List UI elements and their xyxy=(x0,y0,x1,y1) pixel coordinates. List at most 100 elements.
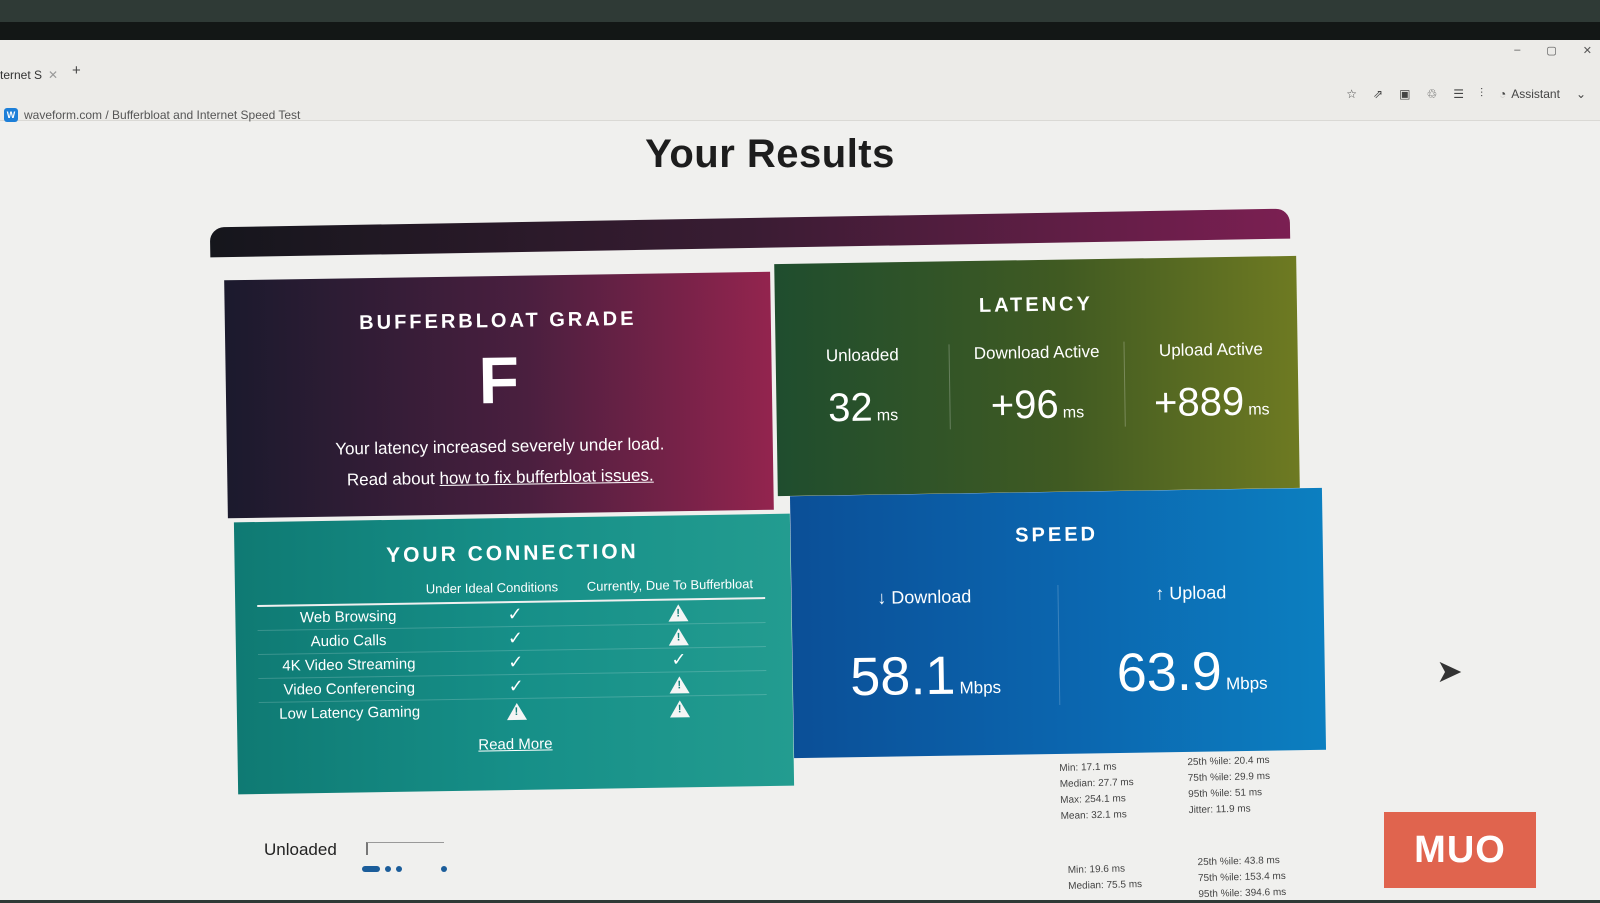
your-connection-panel: YOUR CONNECTION Under Ideal Conditions C… xyxy=(233,513,795,795)
close-window-button[interactable]: ✕ xyxy=(1582,45,1592,57)
puzzle-icon[interactable]: ♲ xyxy=(1426,86,1438,101)
extension-icon[interactable]: ▣ xyxy=(1399,86,1411,101)
stat-line: 95th %ile: 51 ms xyxy=(1188,787,1263,801)
star-icon[interactable]: ☆ xyxy=(1346,86,1358,101)
check-icon: ✓ xyxy=(671,649,687,670)
tab-label: ternet S xyxy=(0,68,43,82)
warning-icon xyxy=(440,699,593,722)
audio-icon[interactable]: ⫶ xyxy=(1479,86,1483,100)
dot[interactable] xyxy=(396,866,402,872)
menu-icon[interactable]: ☰ xyxy=(1453,86,1464,101)
check-icon: ✓ xyxy=(507,603,523,625)
download-number: 58.1 xyxy=(849,645,956,708)
column-ideal: Under Ideal Conditions xyxy=(425,579,559,597)
results-header-bar xyxy=(209,208,1291,258)
latency-columns: Unloaded 32 ms Download Active +96 ms Uplo… xyxy=(776,338,1299,432)
mouse-cursor-icon: ➤ xyxy=(1436,653,1463,689)
grade-title: BUFFERBLOAT GRADE xyxy=(359,307,637,335)
activity-label: Video Conferencing xyxy=(283,679,416,699)
download-unit: Mbps xyxy=(959,677,1002,698)
breadcrumb[interactable]: W waveform.com / Bufferbloat and Interne… xyxy=(4,108,300,122)
screen: ternet S ✕ + – ▢ ✕ ☆ ⇗ ▣ ♲ ☰ ⫶ ◔ Assistan… xyxy=(0,22,1600,900)
activity-label: Low Latency Gaming xyxy=(279,703,421,723)
stat-line: 95th %ile: 394.6 ms xyxy=(1198,886,1287,901)
speed-title: SPEED xyxy=(1015,523,1099,547)
download-label: ↓ Download xyxy=(877,586,972,608)
page-title: Your Results xyxy=(645,132,895,176)
upload-speed: ↑ Upload 63.9 Mbps xyxy=(1056,580,1326,705)
window-controls: – ▢ ✕ xyxy=(1514,44,1592,57)
latency-number: 32 xyxy=(827,385,874,431)
latency-upload-active: Upload Active +889 ms xyxy=(1123,338,1299,427)
check-icon: ✓ xyxy=(508,651,524,673)
connection-rows: Web Browsing ✓ Audio Calls ✓ 4K Video Stream… xyxy=(235,599,793,727)
warning-icon xyxy=(591,600,766,624)
speed-panel: SPEED ↓ Download 58.1 Mbps ↑ Upload 63.9 M… xyxy=(789,487,1327,759)
warning-triangle xyxy=(668,604,689,622)
browser-chrome: ternet S ✕ + – ▢ ✕ ☆ ⇗ ▣ ♲ ☰ ⫶ ◔ Assistan… xyxy=(0,40,1600,122)
latency-value: 32 ms xyxy=(776,384,950,432)
latency-number: +889 xyxy=(1153,379,1245,426)
unloaded-stats-right: 25th %ile: 20.4 ms 75th %ile: 29.9 ms 95… xyxy=(1187,753,1271,819)
unloaded-stats-left: Min: 17.1 ms Median: 27.7 ms Max: 254.1 … xyxy=(1059,759,1135,825)
chevron-down-icon[interactable]: ⌄ xyxy=(1575,86,1586,101)
activity-label: Web Browsing xyxy=(299,607,397,627)
assistant-button[interactable]: ◔ Assistant xyxy=(1499,87,1560,101)
stat-line: Jitter: 11.9 ms xyxy=(1188,803,1251,817)
download-value: 58.1 Mbps xyxy=(792,643,1058,709)
latency-range-slider[interactable] xyxy=(366,842,444,855)
latency-unloaded: Unloaded 32 ms xyxy=(776,344,951,432)
tab-close-icon[interactable]: ✕ xyxy=(48,68,59,82)
browser-toolbar: ☆ ⇗ ▣ ♲ ☰ ⫶ ◔ Assistant ⌄ xyxy=(1346,86,1586,101)
share-icon[interactable]: ⇗ xyxy=(1373,86,1384,101)
dot[interactable] xyxy=(385,866,391,872)
check-icon: ✓ xyxy=(508,675,524,697)
latency-value: +96 ms xyxy=(950,382,1124,430)
stat-line: Max: 254.1 ms xyxy=(1060,793,1126,806)
warning-triangle xyxy=(668,628,689,646)
latency-value: +889 ms xyxy=(1125,379,1299,427)
upload-number: 63.9 xyxy=(1116,641,1223,704)
restore-button[interactable]: ▢ xyxy=(1546,45,1557,57)
dot[interactable] xyxy=(441,866,447,872)
latency-label: Download Active xyxy=(973,342,1100,363)
stat-line: Median: 75.5 ms xyxy=(1068,879,1143,892)
latency-label: Unloaded xyxy=(825,345,899,366)
connection-title: YOUR CONNECTION xyxy=(385,540,639,567)
minimize-button[interactable]: – xyxy=(1514,44,1521,56)
grade-letter: F xyxy=(478,342,520,418)
assistant-icon: ◔ xyxy=(1499,86,1507,101)
stat-line: Median: 27.7 ms xyxy=(1059,777,1134,790)
activity-label: Audio Calls xyxy=(310,632,387,651)
download-speed: ↓ Download 58.1 Mbps xyxy=(791,585,1058,709)
read-more-link[interactable]: Read More xyxy=(478,735,553,754)
browser-tab[interactable]: ternet S ✕ xyxy=(0,62,68,88)
stat-line: Min: 17.1 ms xyxy=(1059,761,1117,774)
latency-title: LATENCY xyxy=(978,293,1094,317)
warning-triangle xyxy=(669,675,690,694)
check-icon: ✓ xyxy=(507,627,524,649)
upload-value: 63.9 Mbps xyxy=(1059,639,1325,705)
new-tab-button[interactable]: + xyxy=(72,62,81,79)
warning-icon xyxy=(592,696,767,720)
stat-line: Min: 19.6 ms xyxy=(1067,863,1126,876)
dot-active[interactable] xyxy=(362,866,380,872)
activity-label: 4K Video Streaming xyxy=(282,655,416,675)
latency-label: Upload Active xyxy=(1158,339,1264,361)
latency-unit: ms xyxy=(1248,401,1270,419)
column-current: Currently, Due To Bufferbloat xyxy=(586,576,754,594)
download-stats-left: Min: 19.6 ms Median: 75.5 ms xyxy=(1068,861,1143,895)
latency-unit: ms xyxy=(876,407,899,425)
connection-table-header: Under Ideal Conditions Currently, Due To… xyxy=(235,576,765,599)
grade-line-2-prefix: Read about xyxy=(346,468,440,490)
upload-label: ↑ Upload xyxy=(1155,582,1227,604)
assistant-label: Assistant xyxy=(1511,86,1560,101)
muo-logo: MUO xyxy=(1384,812,1536,888)
warning-triangle xyxy=(506,702,527,720)
grade-description: Your latency increased severely under lo… xyxy=(227,427,774,498)
latency-download-active: Download Active +96 ms xyxy=(948,341,1125,430)
warning-icon xyxy=(592,672,767,696)
fix-bufferbloat-link[interactable]: how to fix bufferbloat issues. xyxy=(439,465,654,488)
unloaded-row-label: Unloaded xyxy=(264,840,337,859)
bufferbloat-grade-panel: BUFFERBLOAT GRADE F Your latency increas… xyxy=(224,271,774,519)
